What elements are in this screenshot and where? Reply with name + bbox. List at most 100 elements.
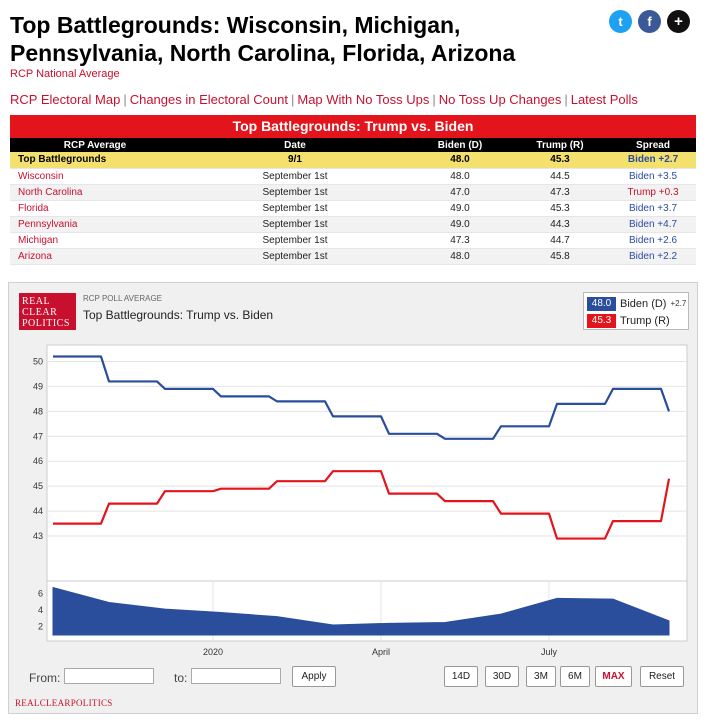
legend-biden-spread: +2.7 (670, 299, 687, 308)
legend-biden-name: Biden (D) (620, 297, 667, 310)
row-trump: 45.3 (510, 152, 610, 169)
nav-links: RCP Electoral Map | Changes in Electoral C… (10, 92, 638, 107)
share-more-icon[interactable]: + (667, 10, 690, 33)
twitter-icon[interactable]: t (609, 10, 632, 33)
spread-y-tick-label: 6 (38, 588, 43, 598)
range-6m-button[interactable]: 6M (560, 666, 590, 687)
table-row: Wisconsin September 1st 48.0 44.5 Biden … (10, 168, 696, 185)
row-biden: 47.3 (410, 232, 510, 249)
y-tick-label: 50 (33, 356, 43, 366)
row-trump: 47.3 (510, 184, 610, 201)
row-biden: 48.0 (410, 168, 510, 185)
row-name: Top Battlegrounds (10, 152, 180, 169)
row-trump: 45.3 (510, 200, 610, 217)
chart-label: RCP POLL AVERAGE (83, 294, 162, 303)
from-label: From: (29, 671, 61, 685)
table-row: Arizona September 1st 48.0 45.8 Biden +2… (10, 248, 696, 265)
legend-trump-value: 45.3 (587, 313, 616, 328)
y-tick-label: 46 (33, 456, 43, 466)
social-bar: t f + (609, 10, 690, 33)
row-name[interactable]: Michigan (10, 232, 180, 249)
row-trump: 44.7 (510, 232, 610, 249)
row-date: 9/1 (180, 152, 410, 169)
legend-biden: 48.0 Biden (D) +2.7 (587, 296, 686, 311)
row-spread: Biden +4.7 (610, 216, 696, 233)
col-trump: Trump (R) (510, 138, 610, 152)
table-banner: Top Battlegrounds: Trump vs. Biden (10, 115, 696, 138)
row-date: September 1st (180, 248, 410, 265)
link-latest-polls[interactable]: Latest Polls (570, 92, 638, 107)
y-tick-label: 43 (33, 531, 43, 541)
row-biden: 48.0 (410, 248, 510, 265)
col-rcp-average: RCP Average (10, 138, 180, 152)
link-no-toss-up-changes[interactable]: No Toss Up Changes (438, 92, 562, 107)
chart-widget: REAL CLEAR POLITICS RCP POLL AVERAGE Top… (8, 282, 698, 714)
row-trump: 44.5 (510, 168, 610, 185)
row-name[interactable]: North Carolina (10, 184, 180, 201)
y-tick-label: 45 (33, 481, 43, 491)
trump-line (53, 470, 671, 540)
y-tick-label: 49 (33, 381, 43, 391)
row-name[interactable]: Pennsylvania (10, 216, 180, 233)
row-spread: Biden +2.6 (610, 232, 696, 249)
row-name[interactable]: Wisconsin (10, 168, 180, 185)
link-map-no-toss-ups[interactable]: Map With No Toss Ups (297, 92, 430, 107)
apply-button[interactable]: Apply (292, 666, 336, 687)
range-max-button[interactable]: MAX (595, 666, 632, 687)
row-name[interactable]: Arizona (10, 248, 180, 265)
row-spread: Biden +3.5 (610, 168, 696, 185)
row-biden: 49.0 (410, 200, 510, 217)
row-trump: 44.3 (510, 216, 610, 233)
legend-trump: 45.3 Trump (R) (587, 313, 670, 328)
legend-biden-value: 48.0 (587, 296, 616, 311)
table-row: Pennsylvania September 1st 49.0 44.3 Bid… (10, 216, 696, 233)
row-date: September 1st (180, 200, 410, 217)
range-30d-button[interactable]: 30D (485, 666, 519, 687)
from-date-input[interactable] (64, 668, 154, 684)
biden-line (53, 355, 671, 440)
to-label: to: (174, 671, 188, 685)
chart-title: Top Battlegrounds: Trump vs. Biden (83, 308, 274, 322)
row-trump: 45.8 (510, 248, 610, 265)
main-plot-area (46, 344, 688, 582)
to-date-input[interactable] (191, 668, 281, 684)
link-changes-electoral-count[interactable]: Changes in Electoral Count (129, 92, 288, 107)
table-row: Top Battlegrounds 9/1 48.0 45.3 Biden +2… (10, 152, 696, 169)
table-row: Florida September 1st 49.0 45.3 Biden +3… (10, 200, 696, 217)
row-biden: 47.0 (410, 184, 510, 201)
facebook-icon[interactable]: f (638, 10, 661, 33)
reset-button[interactable]: Reset (640, 666, 684, 687)
page-title: Top Battlegrounds: Wisconsin, Michigan, … (10, 12, 516, 66)
row-name[interactable]: Florida (10, 200, 180, 217)
legend-trump-name: Trump (R) (620, 314, 670, 327)
table-row: Michigan September 1st 47.3 44.7 Biden +… (10, 232, 696, 249)
row-spread: Biden +3.7 (610, 200, 696, 217)
col-biden: Biden (D) (410, 138, 510, 152)
page-subtitle: RCP National Average (10, 68, 120, 80)
table-row: North Carolina September 1st 47.0 47.3 T… (10, 184, 696, 201)
spread-y-tick-label: 2 (38, 622, 43, 632)
footer-logo: REALCLEARPOLITICS (15, 698, 113, 708)
y-tick-label: 47 (33, 431, 43, 441)
range-14d-button[interactable]: 14D (444, 666, 478, 687)
row-date: September 1st (180, 232, 410, 249)
col-date: Date (180, 138, 410, 152)
spread-area (52, 586, 670, 636)
range-3m-button[interactable]: 3M (526, 666, 556, 687)
x-tick-label: 2020 (203, 647, 223, 657)
row-date: September 1st (180, 216, 410, 233)
rcp-logo: REAL CLEAR POLITICS (19, 293, 76, 330)
table-header-row: RCP Average Date Biden (D) Trump (R) Spr… (10, 138, 696, 152)
x-tick-label: April (372, 647, 390, 657)
link-electoral-map[interactable]: RCP Electoral Map (10, 92, 121, 107)
y-tick-label: 48 (33, 406, 43, 416)
row-date: September 1st (180, 168, 410, 185)
y-tick-label: 44 (33, 506, 43, 516)
polls-table: Top Battlegrounds: Trump vs. Biden RCP A… (10, 115, 696, 265)
row-spread: Biden +2.7 (610, 152, 696, 169)
chart-legend: 48.0 Biden (D) +2.7 45.3 Trump (R) (583, 292, 689, 330)
row-date: September 1st (180, 184, 410, 201)
row-biden: 49.0 (410, 216, 510, 233)
chart-controls: From: to: Apply 14D 30D 3M 6M MAX Reset (9, 661, 699, 691)
